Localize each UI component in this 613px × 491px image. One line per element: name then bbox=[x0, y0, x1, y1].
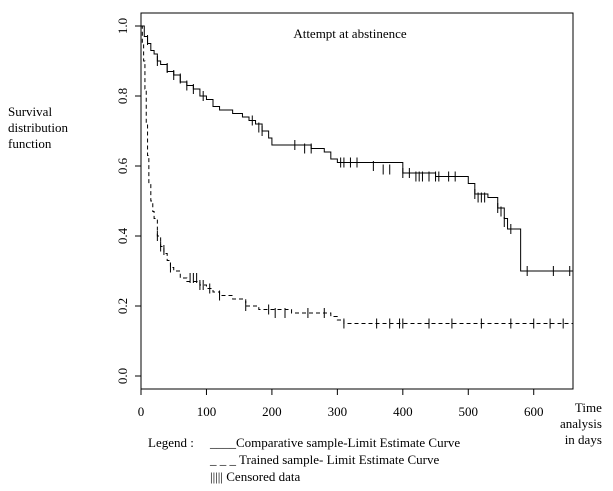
x-axis-label-line-3: in days bbox=[564, 432, 602, 447]
legend-text-comparative: Comparative sample-Limit Estimate Curve bbox=[236, 435, 461, 450]
legend-heading: Legend : bbox=[148, 435, 194, 450]
legend-marker-solid: ____ bbox=[210, 435, 236, 450]
legend-marker-censored: ||||| bbox=[210, 469, 224, 484]
y-tick-label: 1.0 bbox=[115, 18, 130, 34]
series-line-comparative bbox=[141, 25, 573, 272]
y-axis-label-line-2: distribution bbox=[8, 120, 68, 135]
y-axis-label: Survival distribution function bbox=[8, 104, 68, 152]
series-layer bbox=[141, 25, 574, 329]
legend-entry-comparative: ____Comparative sample-Limit Estimate Cu… bbox=[210, 435, 460, 451]
legend-marker-dashed: _ _ _ bbox=[210, 452, 236, 467]
x-tick-label: 300 bbox=[328, 404, 348, 419]
y-tick-label: 0.8 bbox=[115, 88, 130, 104]
y-axis-label-line-1: Survival bbox=[8, 104, 53, 119]
series-line-trained bbox=[141, 25, 573, 324]
x-axis-label-line-1: Time bbox=[574, 400, 602, 415]
y-axis-label-line-3: function bbox=[8, 136, 52, 151]
legend-text-trained: Trained sample- Limit Estimate Curve bbox=[239, 452, 440, 467]
plot-frame bbox=[140, 12, 574, 390]
x-tick-label: 200 bbox=[262, 404, 282, 419]
axes: 0 100 200 300 400 500 600 0.0 0.2 0.4 0.6 0.8 1.0 bbox=[115, 18, 543, 419]
x-tick-label: 500 bbox=[459, 404, 479, 419]
legend-entry-censored: ||||| Censored data bbox=[210, 469, 300, 485]
legend-entry-trained: _ _ _ Trained sample- Limit Estimate Cur… bbox=[210, 452, 439, 468]
x-tick-label: 100 bbox=[197, 404, 217, 419]
legend-text-censored: Censored data bbox=[226, 469, 301, 484]
x-axis-label-line-2: analysis bbox=[560, 416, 602, 431]
chart-title: Attempt at abstinence bbox=[293, 26, 407, 41]
y-tick-label: 0.4 bbox=[115, 227, 130, 244]
x-tick-label: 400 bbox=[393, 404, 413, 419]
y-tick-label: 0.0 bbox=[115, 368, 130, 384]
y-tick-label: 0.2 bbox=[115, 298, 130, 314]
y-tick-label: 0.6 bbox=[115, 157, 130, 174]
x-axis-label: Time analysis in days bbox=[560, 400, 602, 448]
x-tick-label: 600 bbox=[524, 404, 544, 419]
x-tick-label: 0 bbox=[138, 404, 145, 419]
